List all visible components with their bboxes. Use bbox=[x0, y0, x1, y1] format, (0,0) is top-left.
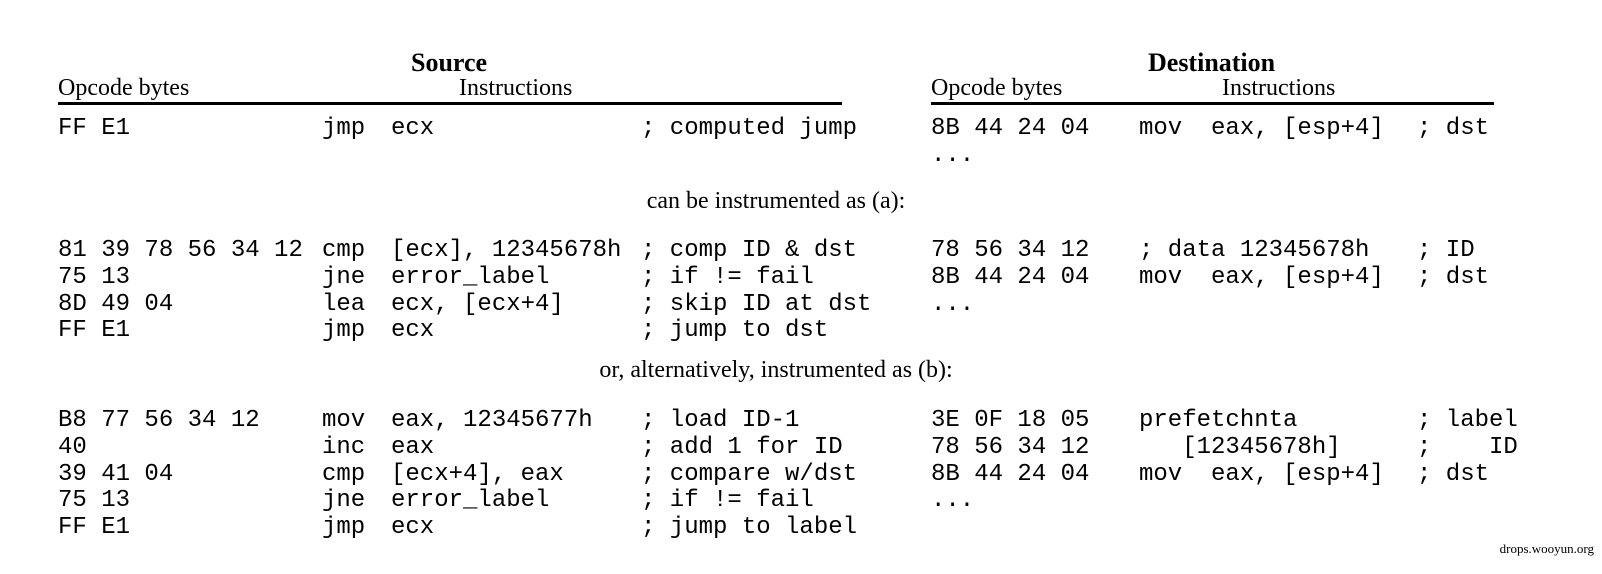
ellipsis: ... bbox=[931, 487, 975, 515]
operands: [ecx], 12345678h bbox=[391, 237, 622, 264]
instruction: [12345678h] bbox=[1139, 433, 1341, 461]
operands: ecx bbox=[391, 317, 435, 345]
instruction: mov eax, [esp+4] bbox=[1139, 460, 1384, 488]
operands: eax bbox=[391, 433, 435, 461]
opcode-bytes: 78 56 34 12 bbox=[931, 237, 1090, 264]
comment: ; add 1 for ID bbox=[641, 433, 843, 461]
ellipsis: ... bbox=[931, 141, 975, 169]
opcode-bytes: FF E1 bbox=[58, 115, 131, 142]
mnemonic: lea bbox=[322, 290, 366, 318]
comment: ; ID bbox=[1417, 237, 1475, 264]
opcode-bytes: 3E 0F 18 05 bbox=[931, 407, 1090, 434]
watermark: drops.wooyun.org bbox=[1499, 541, 1594, 556]
source-header-rule bbox=[58, 102, 842, 105]
destination-title: Destination bbox=[1148, 48, 1276, 77]
opcode-bytes: B8 77 56 34 12 bbox=[58, 407, 260, 434]
mnemonic: jmp bbox=[322, 514, 366, 542]
instruction: prefetchnta bbox=[1139, 407, 1298, 434]
destination-opcode-header: Opcode bytes bbox=[931, 75, 1063, 101]
mnemonic: jne bbox=[322, 263, 366, 291]
opcode-bytes: FF E1 bbox=[58, 317, 131, 345]
comment: ; if != fail bbox=[641, 263, 814, 291]
opcode-bytes: FF E1 bbox=[58, 514, 131, 542]
opcode-bytes: 40 bbox=[58, 433, 87, 461]
destination-instructions-header: Instructions bbox=[1222, 75, 1336, 101]
mnemonic: jmp bbox=[322, 115, 366, 142]
caption-a: can be instrumented as (a): bbox=[646, 188, 906, 214]
source-opcode-header: Opcode bytes bbox=[58, 75, 190, 101]
comment: ; jump to dst bbox=[641, 317, 829, 345]
opcode-bytes: 75 13 bbox=[58, 263, 131, 291]
destination-header-rule bbox=[931, 102, 1494, 105]
comment: ; ID bbox=[1417, 433, 1518, 461]
mnemonic: mov bbox=[322, 407, 366, 434]
opcode-bytes: 78 56 34 12 bbox=[931, 433, 1090, 461]
comment: ; dst bbox=[1417, 115, 1490, 142]
mnemonic: inc bbox=[322, 433, 366, 461]
comment: ; label bbox=[1417, 407, 1518, 434]
comment: ; if != fail bbox=[641, 487, 814, 515]
opcode-bytes: 8D 49 04 bbox=[58, 290, 174, 318]
mnemonic: cmp bbox=[322, 460, 366, 488]
source-title: Source bbox=[411, 48, 488, 77]
operands: ecx bbox=[391, 115, 435, 142]
operands: eax, 12345677h bbox=[391, 407, 593, 434]
comment: ; skip ID at dst bbox=[641, 290, 872, 318]
ellipsis: ... bbox=[931, 290, 975, 318]
instruction: mov eax, [esp+4] bbox=[1139, 263, 1384, 291]
comment: ; computed jump bbox=[641, 115, 858, 142]
mnemonic: jmp bbox=[322, 317, 366, 345]
operands: [ecx+4], eax bbox=[391, 460, 564, 488]
comment: ; dst bbox=[1417, 263, 1490, 291]
caption-b: or, alternatively, instrumented as (b): bbox=[599, 357, 953, 383]
operands: error_label bbox=[391, 263, 550, 291]
instruction: mov eax, [esp+4] bbox=[1139, 115, 1384, 142]
operands: ecx bbox=[391, 514, 435, 542]
mnemonic: jne bbox=[322, 487, 366, 515]
opcode-bytes: 8B 44 24 04 bbox=[931, 263, 1090, 291]
comment: ; dst bbox=[1417, 460, 1490, 488]
opcode-bytes: 8B 44 24 04 bbox=[931, 460, 1090, 488]
operands: ecx, [ecx+4] bbox=[391, 290, 564, 318]
opcode-bytes: 39 41 04 bbox=[58, 460, 174, 488]
comment: ; load ID-1 bbox=[641, 407, 800, 434]
operands: error_label bbox=[391, 487, 550, 515]
comment: ; comp ID & dst bbox=[641, 237, 858, 264]
instruction: ; data 12345678h bbox=[1139, 237, 1370, 264]
opcode-bytes: 75 13 bbox=[58, 487, 131, 515]
opcode-bytes: 8B 44 24 04 bbox=[931, 115, 1090, 142]
opcode-bytes: 81 39 78 56 34 12 bbox=[58, 237, 303, 264]
mnemonic: cmp bbox=[322, 237, 366, 264]
source-instructions-header: Instructions bbox=[459, 75, 573, 101]
comment: ; jump to label bbox=[641, 514, 858, 542]
comment: ; compare w/dst bbox=[641, 460, 858, 488]
